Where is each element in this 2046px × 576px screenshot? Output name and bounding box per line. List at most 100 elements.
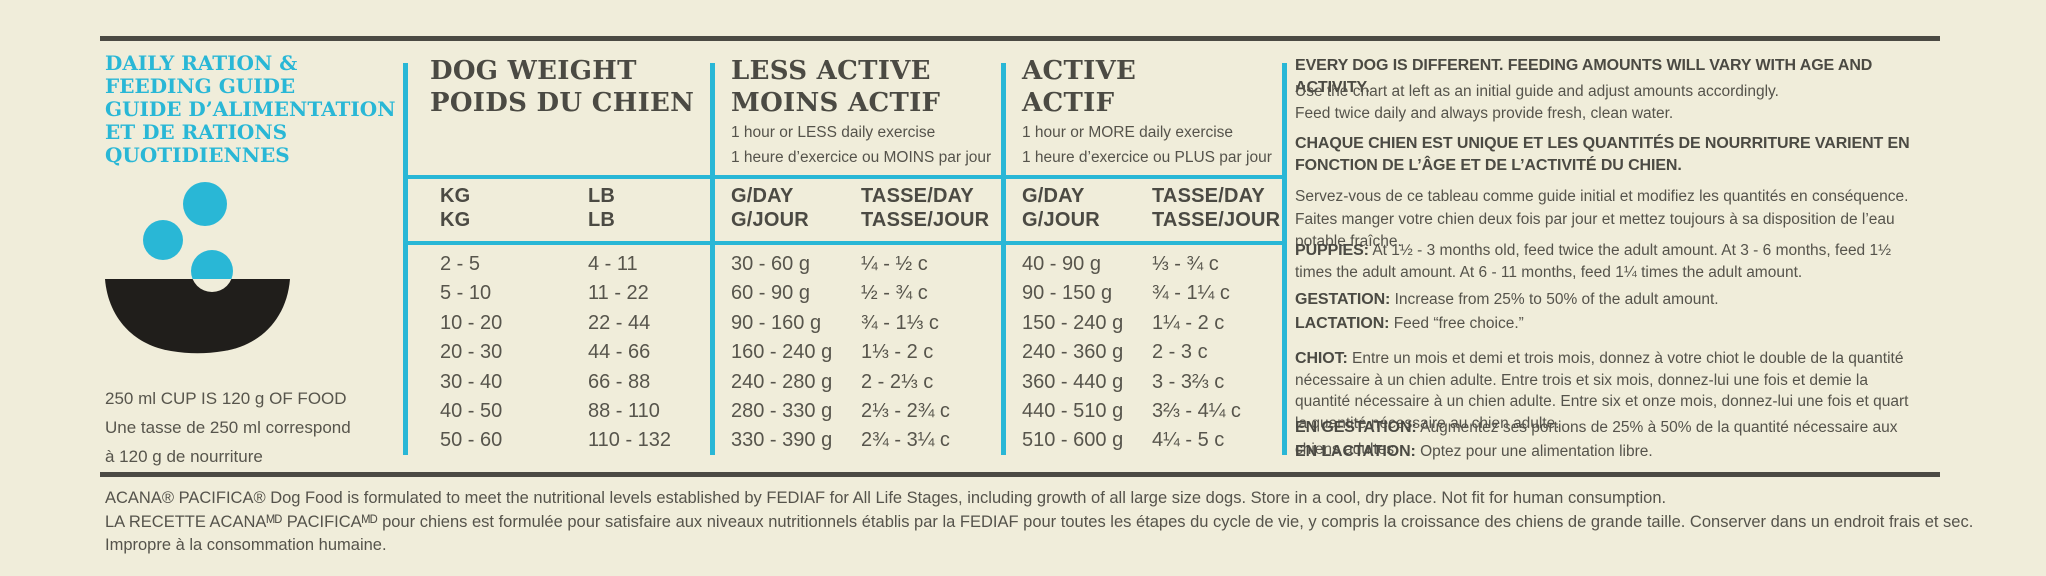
cups-value: 2 - 2⅓ c bbox=[861, 370, 934, 393]
lb-value: 22 - 44 bbox=[588, 311, 651, 334]
active-sub-fr: 1 heure d’exercice ou PLUS par jour bbox=[1022, 148, 1272, 166]
less-active-grams-column: 30 - 60 g 60 - 90 g 90 - 160 g 160 - 240… bbox=[731, 250, 832, 456]
note-gestation-label: GESTATION: bbox=[1295, 291, 1391, 308]
note-en-lactation-label: EN LACTATION: bbox=[1295, 443, 1416, 460]
grams-value: 90 - 160 g bbox=[731, 311, 822, 334]
note-en-line1: Use the chart at left as an initial guid… bbox=[1295, 83, 1779, 100]
less-active-header: LESS ACTIVE MOINS ACTIF 1 hour or LESS d… bbox=[731, 55, 991, 168]
note-en-heading: EVERY DOG IS DIFFERENT. FEEDING AMOUNTS … bbox=[1295, 57, 1873, 96]
panel-title-line: DAILY RATION & bbox=[105, 51, 298, 75]
grams-value: 240 - 280 g bbox=[731, 370, 833, 393]
cups-value: 3 - 3⅔ c bbox=[1152, 370, 1225, 393]
kg-value: 5 - 10 bbox=[440, 282, 492, 305]
cups-value: 2 - 3 c bbox=[1152, 341, 1208, 364]
lb-value: 11 - 22 bbox=[588, 282, 649, 305]
active-title-fr: ACTIF bbox=[1022, 88, 1115, 118]
grams-value: 150 - 240 g bbox=[1022, 311, 1124, 334]
grams-value: 160 - 240 g bbox=[731, 341, 833, 364]
grams-value: 330 - 390 g bbox=[731, 429, 833, 452]
kg-value: 20 - 30 bbox=[440, 341, 503, 364]
grams-value: 90 - 150 g bbox=[1022, 282, 1113, 305]
cups-value: ¾ - 1¼ c bbox=[1152, 282, 1230, 305]
lb-value: 110 - 132 bbox=[588, 429, 672, 452]
cup-note-line: 250 ml CUP IS 120 g OF FOOD bbox=[105, 389, 347, 408]
cups-value: 4¼ - 5 c bbox=[1152, 429, 1225, 452]
less-active-sub-fr: 1 heure d’exercice ou MOINS par jour bbox=[731, 148, 992, 166]
table-divider-vertical bbox=[710, 63, 715, 455]
less-active-sub-en: 1 hour or LESS daily exercise bbox=[731, 124, 936, 141]
table-divider-vertical bbox=[403, 63, 408, 455]
note-fr-line1: Servez-vous de ce tableau comme guide in… bbox=[1295, 188, 1909, 205]
note-lactation-label: LACTATION: bbox=[1295, 315, 1390, 332]
kg-value: 50 - 60 bbox=[440, 429, 503, 452]
table-divider-horizontal bbox=[403, 241, 1287, 245]
note-puppies: PUPPIES: At 1½ - 3 months old, feed twic… bbox=[1295, 242, 1892, 281]
footer-line-fr: LA RECETTE ACANAᴹᴰ PACIFICAᴹᴰ pour chien… bbox=[105, 512, 1974, 555]
lb-value: 44 - 66 bbox=[588, 341, 651, 364]
cups-value: 1¼ - 2 c bbox=[1152, 311, 1225, 334]
footer-line-en: ACANA® PACIFICA® Dog Food is formulated … bbox=[105, 489, 1667, 507]
dog-bowl-icon bbox=[105, 182, 290, 354]
note-en-lactation: EN LACTATION: Optez pour une alimentatio… bbox=[1295, 443, 1653, 460]
grams-value: 280 - 330 g bbox=[731, 400, 833, 423]
active-title-en: ACTIVE bbox=[1022, 56, 1137, 86]
cups-value: ¾ - 1⅓ c bbox=[861, 311, 939, 334]
active-cups-column: ⅓ - ¾ c ¾ - 1¼ c 1¼ - 2 c 2 - 3 c 3 - 3⅔… bbox=[1152, 250, 1241, 456]
table-divider-horizontal bbox=[403, 175, 1287, 179]
cups-value: 3⅔ - 4¼ c bbox=[1152, 400, 1241, 423]
footer: ACANA® PACIFICA® Dog Food is formulated … bbox=[105, 487, 1975, 558]
cups-value: ⅓ - ¾ c bbox=[1152, 253, 1219, 275]
weight-header: DOG WEIGHT POIDS DU CHIEN bbox=[430, 55, 694, 119]
panel-title: DAILY RATION & FEEDING GUIDE GUIDE D’ALI… bbox=[105, 52, 396, 167]
grams-value: 440 - 510 g bbox=[1022, 400, 1124, 423]
grams-value: 40 - 90 g bbox=[1022, 253, 1101, 275]
bottom-rule bbox=[100, 472, 1940, 477]
grams-value: 240 - 360 g bbox=[1022, 341, 1124, 364]
panel-title-line: ET DE RATIONS bbox=[105, 120, 288, 144]
top-rule bbox=[100, 36, 1940, 41]
panel-title-line: GUIDE D’ALIMENTATION bbox=[105, 97, 396, 121]
col-header-lb: LB LB bbox=[588, 185, 616, 231]
col-header-cups-less: TASSE/DAY TASSE/JOUR bbox=[861, 185, 990, 231]
grams-value: 360 - 440 g bbox=[1022, 370, 1124, 393]
lb-value: 66 - 88 bbox=[588, 370, 651, 393]
panel-title-line: QUOTIDIENNES bbox=[105, 143, 290, 167]
active-header: ACTIVE ACTIF 1 hour or MORE daily exerci… bbox=[1022, 55, 1272, 168]
note-en-line2: Feed twice daily and always provide fres… bbox=[1295, 105, 1674, 122]
col-header-gday-active: G/DAY G/JOUR bbox=[1022, 185, 1100, 231]
cup-note-line: Une tasse de 250 ml correspond bbox=[105, 418, 351, 437]
note-lactation: LACTATION: Feed “free choice.” bbox=[1295, 315, 1524, 332]
kg-value: 30 - 40 bbox=[440, 370, 503, 393]
less-active-title-fr: MOINS ACTIF bbox=[731, 88, 941, 118]
cups-value: 2⅓ - 2¾ c bbox=[861, 400, 950, 423]
col-header-gday-less: G/DAY G/JOUR bbox=[731, 185, 809, 231]
col-header-cups-active: TASSE/DAY TASSE/JOUR bbox=[1152, 185, 1281, 231]
less-active-cups-column: ¼ - ½ c ½ - ¾ c ¾ - 1⅓ c 1⅓ - 2 c 2 - 2⅓… bbox=[861, 250, 950, 456]
note-chiot: CHIOT: Entre un mois et demi et trois mo… bbox=[1295, 350, 1909, 432]
grams-value: 30 - 60 g bbox=[731, 253, 810, 275]
kibble-dot bbox=[143, 220, 183, 260]
table-divider-vertical bbox=[1282, 63, 1287, 455]
kibble-dot bbox=[191, 250, 233, 279]
lb-column: 4 - 11 11 - 22 22 - 44 44 - 66 66 - 88 8… bbox=[588, 250, 671, 456]
panel-title-line: FEEDING GUIDE bbox=[105, 74, 296, 98]
active-grams-column: 40 - 90 g 90 - 150 g 150 - 240 g 240 - 3… bbox=[1022, 250, 1123, 456]
cups-value: ¼ - ½ c bbox=[861, 253, 928, 275]
kg-column: 2 - 5 5 - 10 10 - 20 20 - 30 30 - 40 40 … bbox=[440, 250, 502, 456]
grams-value: 510 - 600 g bbox=[1022, 429, 1124, 452]
note-fr-heading: CHAQUE CHIEN EST UNIQUE ET LES QUANTITÉS… bbox=[1295, 135, 1910, 174]
kg-value: 10 - 20 bbox=[440, 311, 503, 334]
less-active-title-en: LESS ACTIVE bbox=[731, 56, 931, 86]
cups-value: 1⅓ - 2 c bbox=[861, 341, 934, 364]
note-puppies-label: PUPPIES: bbox=[1295, 242, 1369, 259]
cups-value: 2¾ - 3¼ c bbox=[861, 429, 950, 452]
kibble-dot bbox=[183, 182, 227, 226]
lb-value: 4 - 11 bbox=[588, 253, 638, 275]
weight-header-en: DOG WEIGHT bbox=[430, 56, 637, 86]
lb-value: 88 - 110 bbox=[588, 400, 660, 423]
cup-note-line: à 120 g de nourriture bbox=[105, 447, 263, 466]
col-header-kg: KG KG bbox=[440, 185, 471, 231]
bowl-shape bbox=[105, 279, 290, 354]
note-fr-line2: Faites manger votre chien deux fois par … bbox=[1295, 211, 1895, 250]
